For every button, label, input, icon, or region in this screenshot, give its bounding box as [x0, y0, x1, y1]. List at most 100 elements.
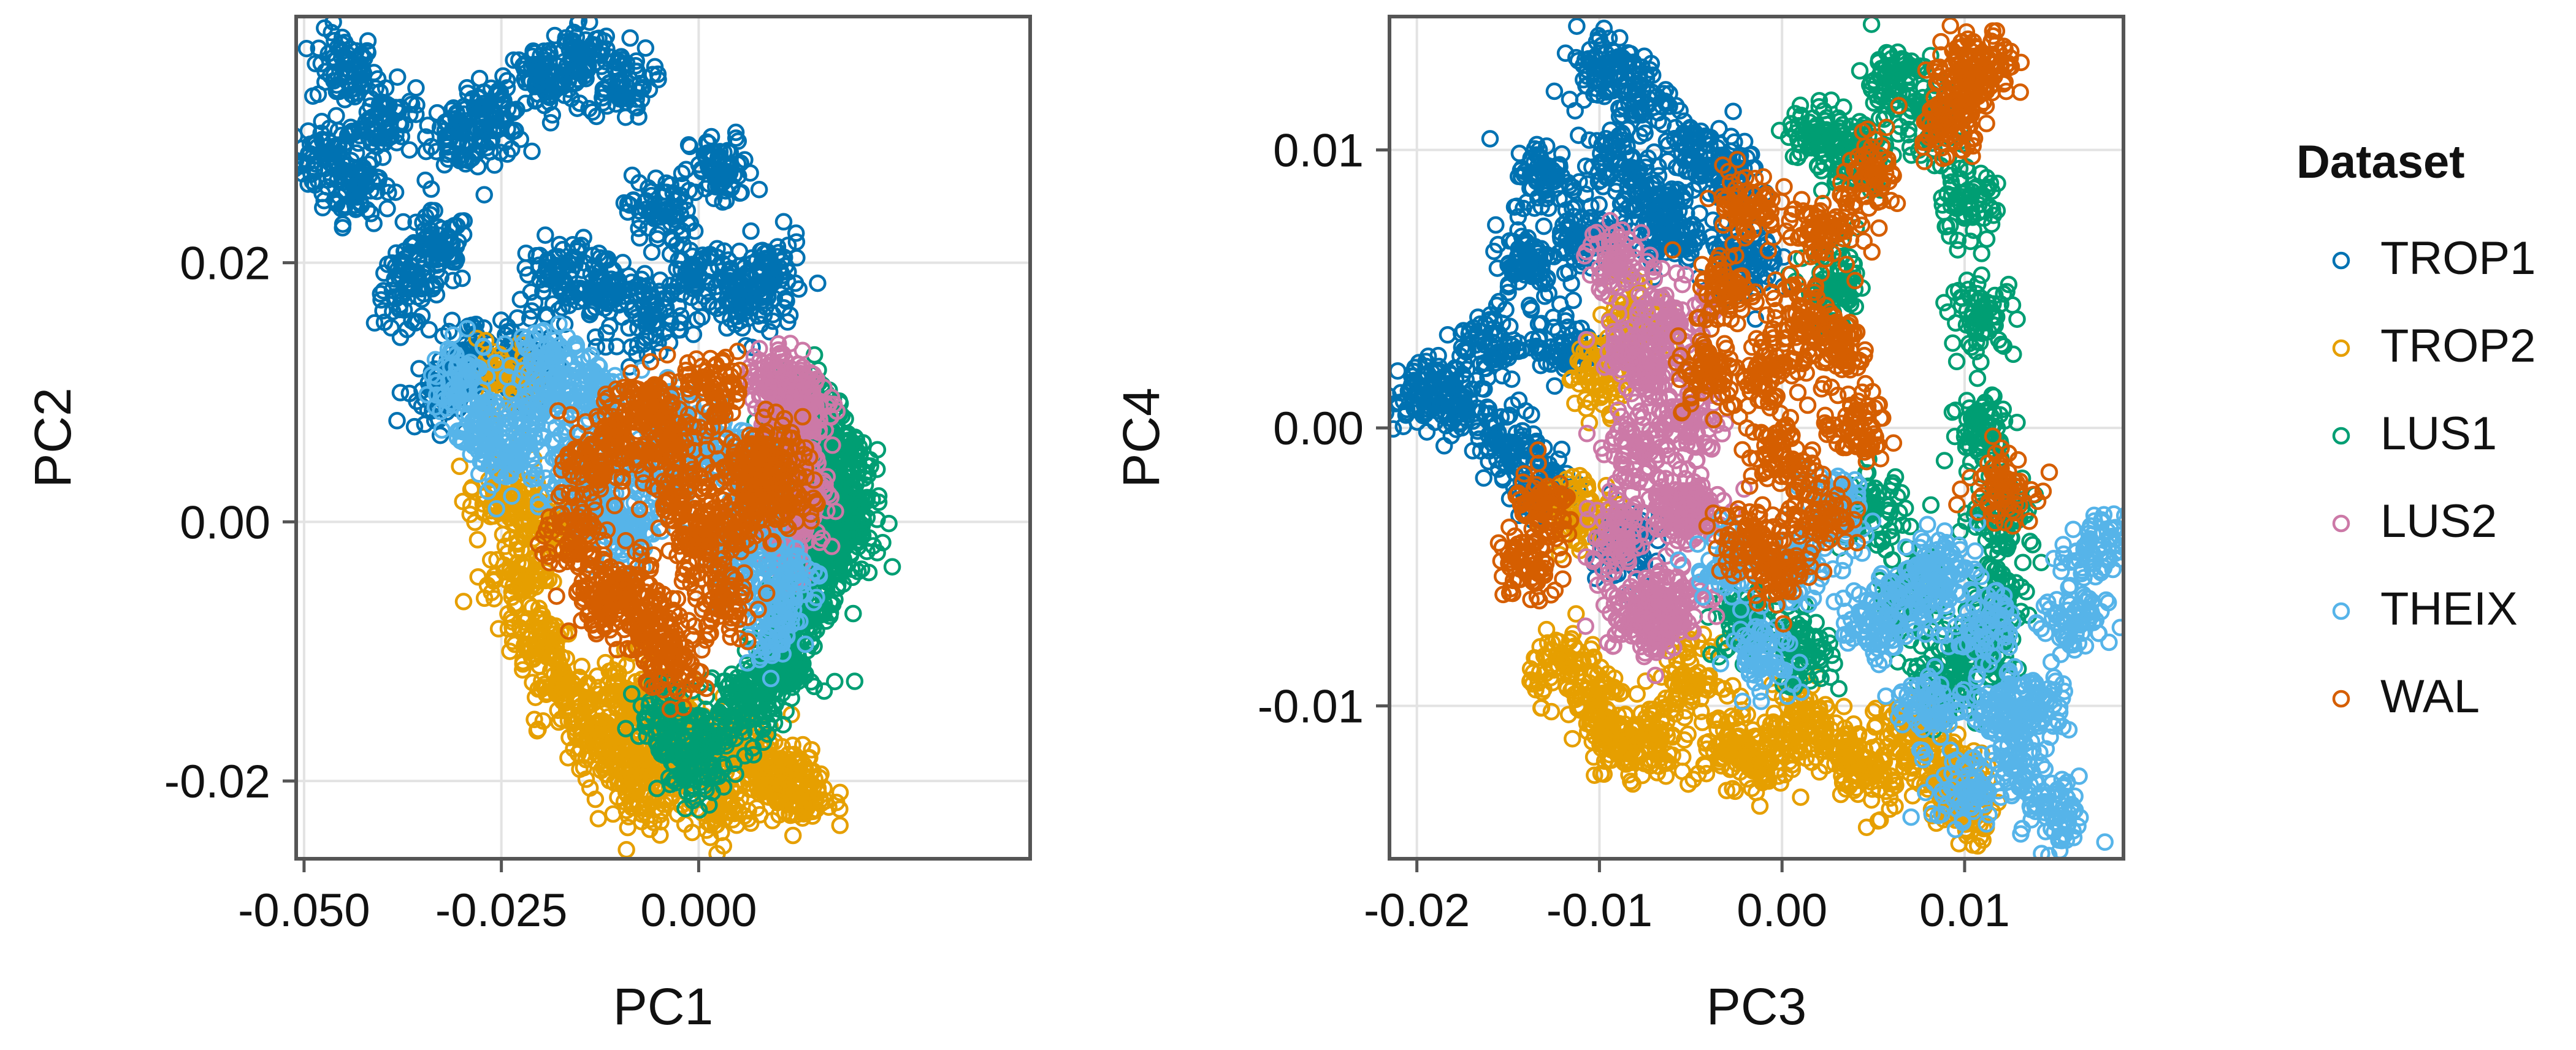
point: [617, 720, 635, 737]
point: [757, 249, 775, 267]
point: [809, 274, 827, 292]
point: [729, 132, 747, 150]
point: [682, 759, 700, 777]
point: [570, 17, 588, 30]
point: [477, 398, 495, 416]
point: [633, 805, 651, 823]
point: [334, 59, 353, 77]
point: [809, 779, 827, 797]
point: [717, 737, 735, 755]
point: [776, 289, 794, 308]
point: [498, 72, 516, 89]
point: [443, 393, 461, 411]
point: [557, 650, 576, 668]
point: [795, 761, 813, 779]
point: [844, 604, 862, 623]
point: [350, 176, 369, 194]
point: [500, 448, 518, 466]
point: [602, 493, 619, 511]
point: [784, 826, 802, 845]
point: [522, 302, 541, 320]
point: [831, 783, 849, 802]
point: [701, 249, 719, 267]
point: [754, 354, 773, 372]
point: [835, 559, 854, 577]
point: [475, 338, 492, 356]
point: [498, 79, 516, 97]
point: [514, 580, 532, 598]
point: [529, 498, 548, 515]
point: [468, 531, 487, 549]
point: [304, 172, 321, 191]
point: [405, 417, 424, 436]
point: [709, 168, 727, 186]
point: [660, 308, 679, 325]
point: [633, 813, 651, 831]
point: [654, 183, 672, 201]
point: [755, 306, 773, 324]
point: [484, 111, 503, 129]
point: [604, 805, 622, 823]
point: [743, 390, 762, 409]
point: [613, 75, 632, 93]
point: [713, 163, 732, 181]
point: [475, 416, 494, 434]
point: [436, 391, 454, 409]
point: [526, 294, 544, 311]
point: [577, 770, 595, 788]
point: [451, 422, 470, 440]
point: [316, 19, 334, 37]
point: [499, 620, 518, 637]
point: [402, 96, 421, 113]
point: [587, 107, 605, 126]
point: [433, 421, 451, 439]
point: [647, 327, 665, 344]
point: [331, 40, 349, 58]
point: [622, 685, 641, 703]
point: [464, 412, 481, 430]
point: [761, 267, 779, 285]
point: [657, 289, 676, 307]
point: [697, 180, 715, 197]
point: [651, 343, 669, 361]
point: [461, 369, 478, 387]
point: [543, 106, 562, 124]
point: [405, 280, 423, 298]
point: [630, 219, 648, 237]
point: [594, 717, 612, 736]
point: [452, 212, 470, 230]
point: [597, 28, 616, 45]
point: [683, 785, 701, 803]
point: [522, 449, 541, 467]
point: [688, 311, 706, 329]
point: [684, 791, 702, 810]
point: [444, 326, 462, 344]
point: [768, 794, 787, 812]
point: [370, 102, 388, 120]
point: [378, 200, 396, 218]
point: [481, 143, 499, 161]
point: [844, 527, 862, 544]
point: [727, 123, 745, 142]
point: [630, 229, 649, 247]
point: [386, 183, 405, 201]
point: [868, 441, 887, 458]
point: [581, 17, 598, 31]
point: [612, 48, 630, 66]
point: [792, 785, 810, 803]
point: [745, 696, 763, 714]
point: [386, 257, 405, 275]
point: [530, 259, 548, 278]
point: [438, 145, 457, 163]
point: [560, 68, 578, 86]
point: [860, 529, 878, 547]
point: [698, 813, 716, 831]
point: [697, 821, 716, 839]
point: [629, 336, 647, 354]
point: [365, 215, 383, 232]
point: [327, 107, 345, 125]
point: [486, 443, 503, 461]
point: [464, 437, 483, 455]
point: [632, 91, 651, 108]
point: [401, 105, 419, 123]
